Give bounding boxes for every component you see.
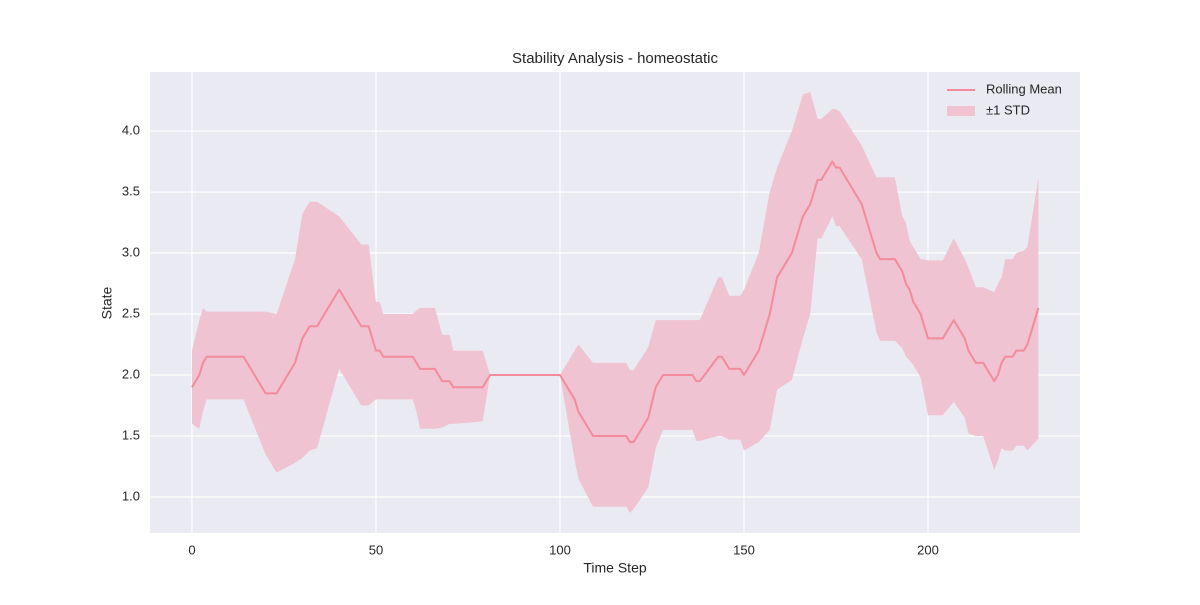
y-tick-label: 3.5: [122, 183, 140, 198]
y-tick-label: 1.0: [122, 488, 140, 503]
x-tick-label: 200: [917, 542, 939, 557]
legend-label: Rolling Mean: [986, 81, 1062, 96]
x-tick-label: 150: [733, 542, 755, 557]
y-tick-label: 2.5: [122, 305, 140, 320]
chart-title: Stability Analysis - homeostatic: [512, 50, 718, 67]
x-tick-label: 0: [188, 542, 195, 557]
y-tick-label: 2.0: [122, 366, 140, 381]
std-band: [191, 92, 1039, 513]
legend-swatch: [947, 106, 975, 116]
marks: [191, 92, 1040, 513]
x-tick-label: 100: [549, 542, 571, 557]
x-tick-label: 50: [369, 542, 383, 557]
x-axis-label: Time Step: [583, 560, 646, 576]
line: [191, 160, 1040, 444]
y-tick-label: 4.0: [122, 122, 140, 137]
y-axis-label: State: [99, 286, 115, 319]
legend-label: ±1 STD: [986, 102, 1030, 117]
y-tick-label: 3.0: [122, 244, 140, 259]
y-tick-label: 1.5: [122, 427, 140, 442]
